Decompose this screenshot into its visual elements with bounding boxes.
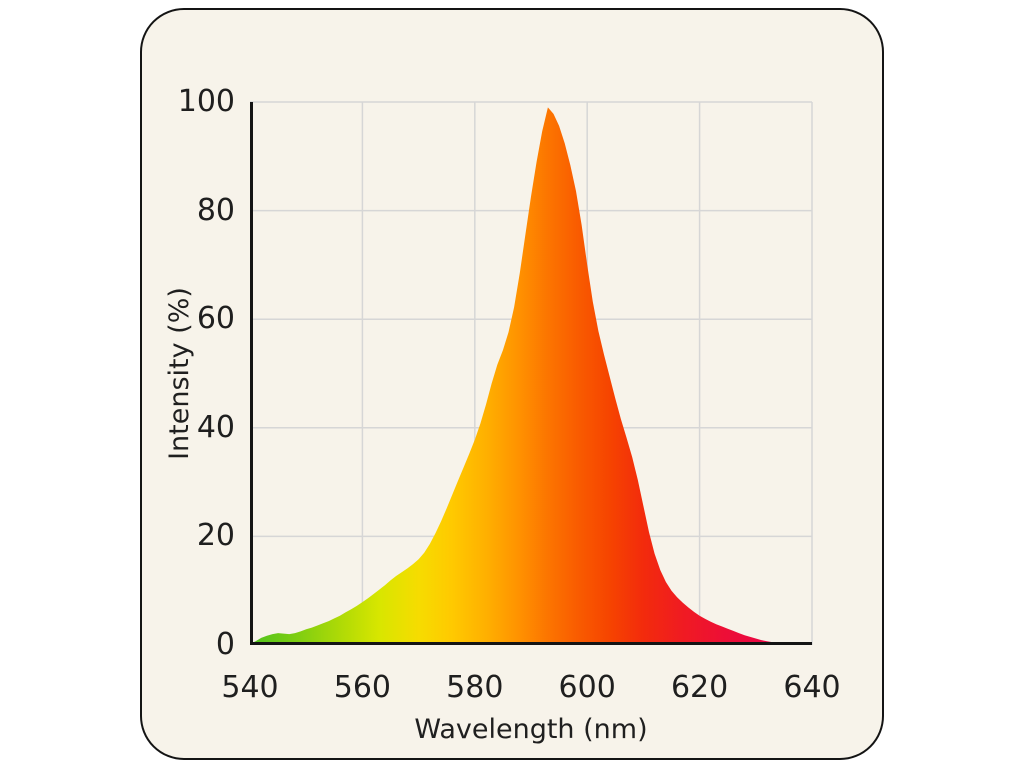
- plot-area: [250, 101, 813, 645]
- y-axis-title: Intensity (%): [164, 287, 195, 460]
- x-tick-label: 540: [221, 670, 279, 705]
- y-tick-label: 100: [177, 84, 235, 119]
- y-tick-label: 40: [196, 409, 235, 445]
- y-tick-label: 80: [196, 192, 235, 228]
- x-tick-label: 600: [558, 670, 616, 705]
- chart-card: Intensity (%) Wavelength (nm) 0 20 40 60 80 1…: [140, 8, 884, 760]
- x-tick-label: 640: [783, 670, 841, 705]
- x-tick-label: 560: [333, 670, 392, 705]
- x-tick-label: 620: [670, 670, 729, 705]
- x-tick-label: 580: [446, 670, 504, 705]
- y-tick-label: 20: [196, 518, 235, 554]
- y-tick-label: 0: [215, 627, 235, 662]
- spectrum-chart: [250, 101, 813, 645]
- spectrum-area: [250, 107, 812, 645]
- x-axis-title: Wavelength (nm): [414, 714, 648, 745]
- y-tick-label: 60: [196, 301, 235, 337]
